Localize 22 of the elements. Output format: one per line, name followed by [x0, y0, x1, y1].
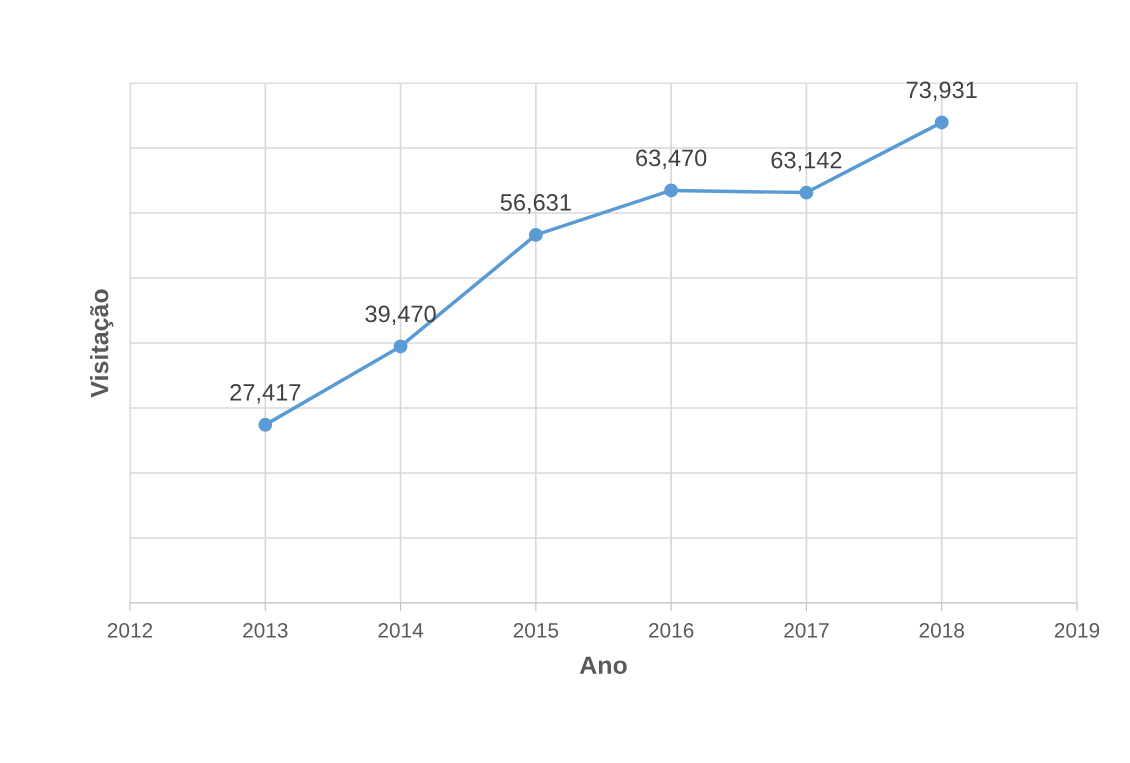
- data-label: 63,470: [636, 149, 707, 170]
- x-tick-label: 2015: [513, 622, 559, 638]
- data-label: 27,417: [230, 383, 301, 404]
- data-label: 63,142: [771, 151, 842, 172]
- data-label: 39,470: [365, 305, 436, 326]
- point: [258, 417, 273, 432]
- data-label: 56,631: [500, 194, 571, 214]
- x-tick-label: 2018: [919, 622, 964, 638]
- x-tick-label: 2014: [378, 622, 424, 638]
- x-tick-label: 2019: [1054, 622, 1100, 638]
- point: [393, 339, 408, 354]
- point: [664, 183, 679, 198]
- y-axis-title: Visitação: [90, 289, 114, 398]
- x-tick-label: 2012: [107, 622, 153, 638]
- x-axis-title: Ano: [579, 656, 627, 675]
- point: [934, 115, 949, 130]
- x-tick-label: 2016: [649, 622, 694, 638]
- x-tick-label: 2017: [784, 622, 829, 638]
- point: [528, 227, 543, 242]
- point: [799, 185, 814, 200]
- data-label: 73,931: [906, 81, 977, 102]
- x-tick-label: 2013: [243, 622, 288, 638]
